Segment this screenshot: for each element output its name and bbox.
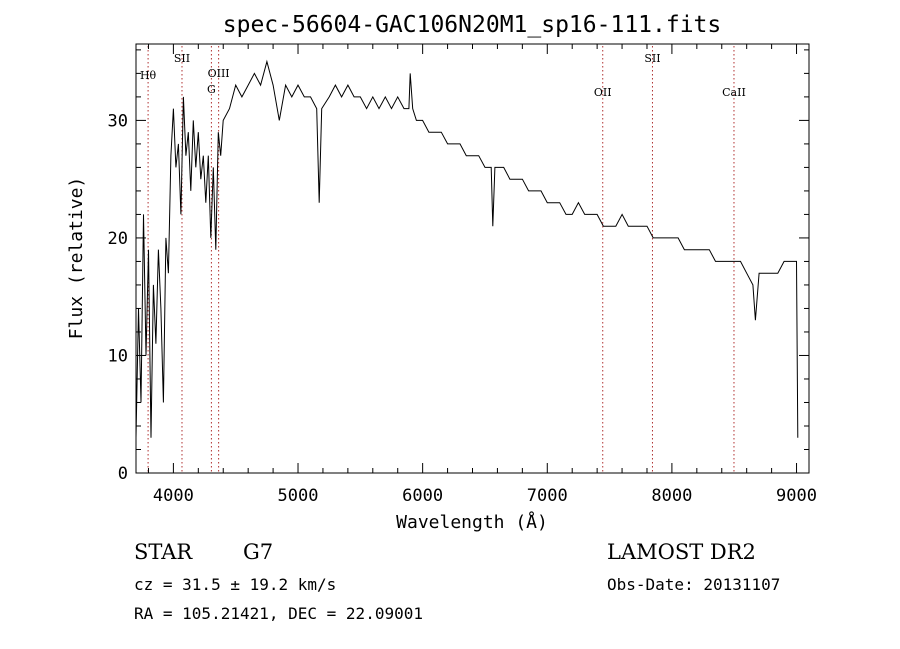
spectrum-series-line (135, 59, 799, 438)
spectral-line-label: Hθ (140, 69, 157, 82)
emission-line-markers: Hθ SII OIII G OII SII CaII (140, 46, 746, 473)
x-tick-label: 7000 (527, 486, 568, 506)
object-subclass: G7 (243, 540, 273, 564)
spectral-line-label: SII (644, 52, 660, 65)
x-tick-label: 6000 (402, 486, 443, 506)
y-tick-label: 10 (108, 346, 128, 366)
spectrum-trace (135, 59, 799, 438)
spectral-line-label: SII (174, 52, 190, 65)
object-class: STAR (134, 540, 193, 564)
spectral-line-label: CaII (722, 86, 746, 99)
y-tick-label: 0 (118, 464, 128, 484)
x-tick-label: 8000 (651, 486, 692, 506)
plot-frame (135, 43, 810, 474)
y-axis-label: Flux (relative) (66, 177, 87, 340)
y-tick-label: 30 (108, 111, 128, 131)
chart-title: spec-56604-GAC106N20M1_sp16-111.fits (223, 12, 722, 38)
spectral-line-label: G (207, 83, 216, 96)
x-tick-label: 4000 (153, 486, 194, 506)
coordinates-text: RA = 105.21421, DEC = 22.09001 (134, 604, 423, 623)
spectral-line-label: OII (594, 86, 612, 99)
y-tick-label: 20 (108, 229, 128, 249)
spectral-line-label: OIII (208, 67, 230, 80)
survey-name: LAMOST DR2 (607, 540, 756, 564)
x-axis-label: Wavelength (Å) (396, 511, 548, 533)
redshift-text: cz = 31.5 ± 19.2 km/s (134, 575, 336, 594)
axes: 4000 5000 6000 7000 8000 9000 0 10 20 30 (108, 43, 817, 506)
x-tick-label: 5000 (278, 486, 319, 506)
x-tick-label: 9000 (776, 486, 817, 506)
observation-date: Obs-Date: 20131107 (607, 575, 780, 594)
